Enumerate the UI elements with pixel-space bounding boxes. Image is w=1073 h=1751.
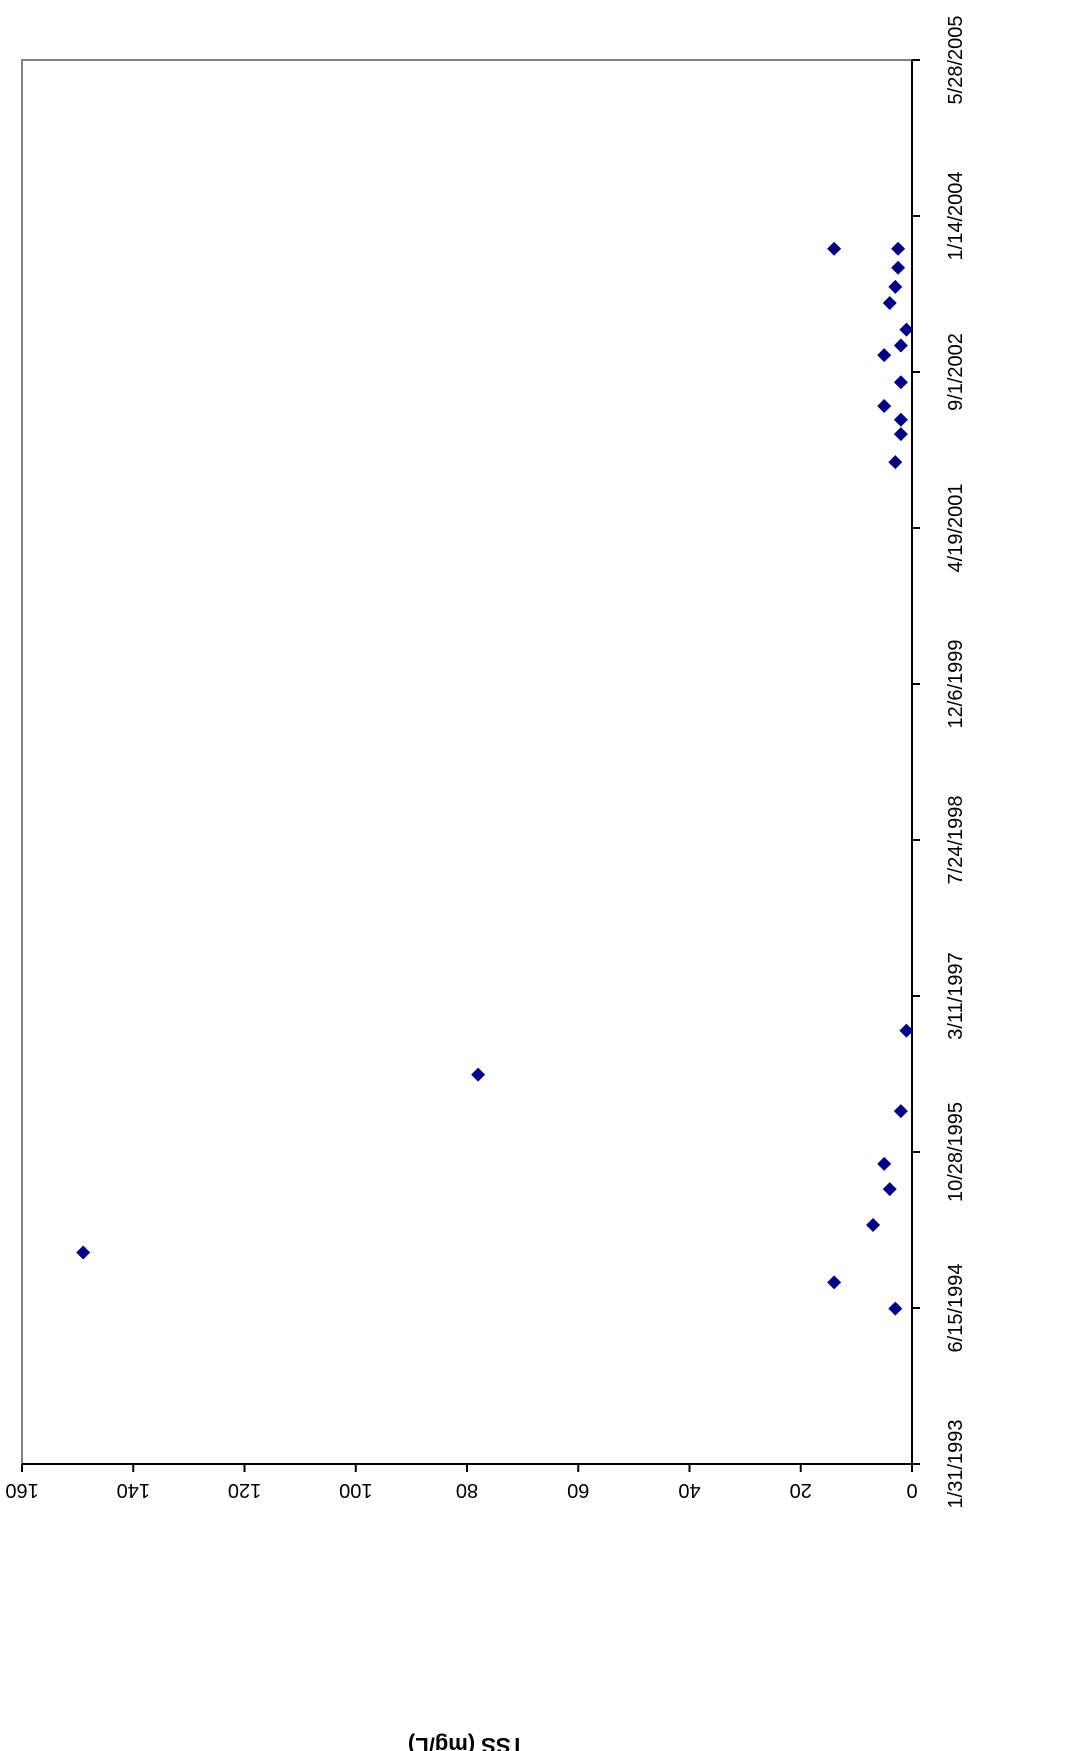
- data-point: [877, 348, 892, 363]
- data-point: [899, 1023, 914, 1038]
- data-point: [893, 375, 908, 390]
- date-tick-label: 10/28/1995: [945, 1102, 967, 1202]
- date-tick-label: 6/15/1994: [945, 1264, 967, 1353]
- data-point: [888, 455, 903, 470]
- data-point: [827, 241, 842, 256]
- date-tick-label: 3/11/1997: [945, 952, 967, 1040]
- data-point: [888, 279, 903, 294]
- data-point: [891, 260, 906, 275]
- data-point: [877, 399, 892, 414]
- value-tick-label: 160: [5, 1479, 38, 1501]
- data-point: [866, 1218, 881, 1233]
- value-tick-label: 0: [906, 1479, 917, 1501]
- data-point: [471, 1067, 486, 1082]
- data-point: [882, 1182, 897, 1197]
- data-point: [827, 1275, 842, 1290]
- value-tick-label: 40: [678, 1479, 700, 1501]
- date-tick-label: 1/14/2004: [945, 172, 967, 261]
- value-tick-label: 20: [790, 1479, 812, 1501]
- date-tick-label: 4/19/2001: [945, 484, 967, 573]
- date-axis-ticks: 1/31/1993 6/15/1994 10/28/1995 3/11/1997 7/2…: [912, 16, 967, 1509]
- data-point: [893, 1104, 908, 1119]
- data-point: [893, 338, 908, 353]
- date-tick-label: 1/31/1993: [945, 1420, 967, 1509]
- value-tick-label: 120: [228, 1479, 261, 1501]
- date-tick-label: 5/28/2005: [945, 16, 967, 105]
- data-point: [76, 1245, 91, 1260]
- date-tick-label: 12/6/1999: [945, 640, 967, 729]
- data-point: [882, 296, 897, 311]
- value-axis-ticks: 0 20 40 60 80 100 120 140 160: [5, 1464, 918, 1501]
- data-point: [891, 241, 906, 256]
- date-tick-label: 7/24/1998: [945, 796, 967, 885]
- data-point: [888, 1301, 903, 1316]
- data-point: [899, 322, 914, 337]
- data-point: [877, 1156, 892, 1171]
- date-tick-label: 9/1/2002: [945, 333, 967, 411]
- value-axis-title: TSS (mg/L): [408, 1733, 524, 1751]
- data-point: [893, 412, 908, 427]
- plot-frame: [21, 59, 913, 1465]
- value-tick-label: 80: [456, 1479, 478, 1501]
- data-markers: [76, 241, 914, 1316]
- value-tick-label: 140: [117, 1479, 150, 1501]
- data-point: [893, 427, 908, 442]
- value-tick-label: 60: [567, 1479, 589, 1501]
- value-tick-label: 100: [339, 1479, 372, 1501]
